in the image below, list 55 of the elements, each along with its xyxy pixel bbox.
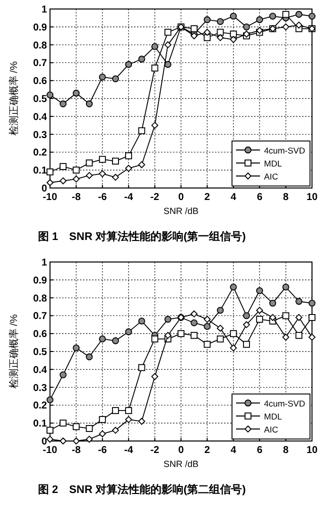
x-tick-label: -8 — [72, 192, 82, 203]
legend-label: MDL — [264, 158, 282, 168]
x-tick-label: 0 — [178, 192, 184, 203]
y-tick-label: 0.8 — [33, 293, 48, 304]
x-tick-label: -10 — [42, 192, 58, 203]
x-tick-label: 2 — [204, 445, 210, 456]
x-tick-label: 8 — [283, 445, 290, 456]
x-tick-label: -4 — [124, 445, 134, 456]
y-tick-label: 0.7 — [33, 58, 48, 70]
y-tick-label: 0 — [41, 436, 48, 448]
legend-label: AIC — [264, 424, 278, 434]
caption: 图 1 SNR 对算法性能的影响(第一组信号) — [38, 230, 246, 243]
x-tick-label: 2 — [204, 192, 210, 203]
y-axis-title: 检测正确概率 /% — [8, 61, 20, 136]
y-tick-label: 0.2 — [33, 148, 48, 159]
y-tick-label: 0 — [41, 184, 48, 194]
x-axis-title: SNR /dB — [163, 459, 199, 469]
y-tick-label: 0.3 — [33, 382, 48, 394]
x-tick-label: 6 — [256, 445, 263, 456]
x-tick-label: -6 — [98, 445, 108, 456]
y-tick-label: 0.5 — [33, 94, 48, 105]
y-tick-label: 0.2 — [33, 400, 48, 412]
x-tick-label: -10 — [42, 445, 58, 456]
x-tick-label: 6 — [256, 192, 263, 203]
y-tick-label: 0.3 — [33, 130, 48, 141]
y-tick-label: 0.6 — [33, 76, 48, 88]
y-tick-label: 0.4 — [33, 364, 48, 376]
x-tick-label: -8 — [72, 445, 82, 456]
y-tick-label: 0.1 — [33, 418, 48, 430]
x-tick-label: 10 — [306, 192, 318, 203]
x-tick-label: 8 — [283, 192, 290, 203]
y-tick-label: 1 — [41, 4, 48, 16]
y-tick-label: 0.6 — [33, 329, 48, 340]
y-tick-label: 0.8 — [33, 40, 48, 52]
x-axis-title: SNR /dB — [163, 206, 199, 216]
legend-label: 4cum-SVD — [264, 398, 306, 408]
x-tick-label: -4 — [124, 192, 134, 203]
y-tick-label: 0.5 — [33, 347, 48, 358]
legend-label: AIC — [264, 172, 278, 182]
y-tick-label: 0.9 — [33, 22, 48, 34]
y-tick-label: 0.9 — [33, 275, 48, 286]
y-tick-label: 0.7 — [33, 311, 48, 322]
legend-label: 4cum-SVD — [264, 146, 306, 156]
x-tick-label: -6 — [98, 192, 108, 203]
x-tick-label: 10 — [306, 445, 318, 456]
x-tick-label: -2 — [150, 445, 160, 456]
x-tick-label: 0 — [178, 445, 184, 456]
x-tick-label: 4 — [230, 192, 237, 203]
y-tick-label: 1 — [41, 258, 48, 268]
y-tick-label: 0.4 — [33, 112, 48, 123]
x-tick-label: 4 — [230, 445, 237, 456]
x-tick-label: -2 — [150, 192, 160, 203]
y-axis-title: 检测正确概率 /% — [8, 314, 20, 389]
legend-label: MDL — [264, 412, 282, 422]
caption: 图 2 SNR 对算法性能的影响(第二组信号) — [38, 483, 246, 496]
